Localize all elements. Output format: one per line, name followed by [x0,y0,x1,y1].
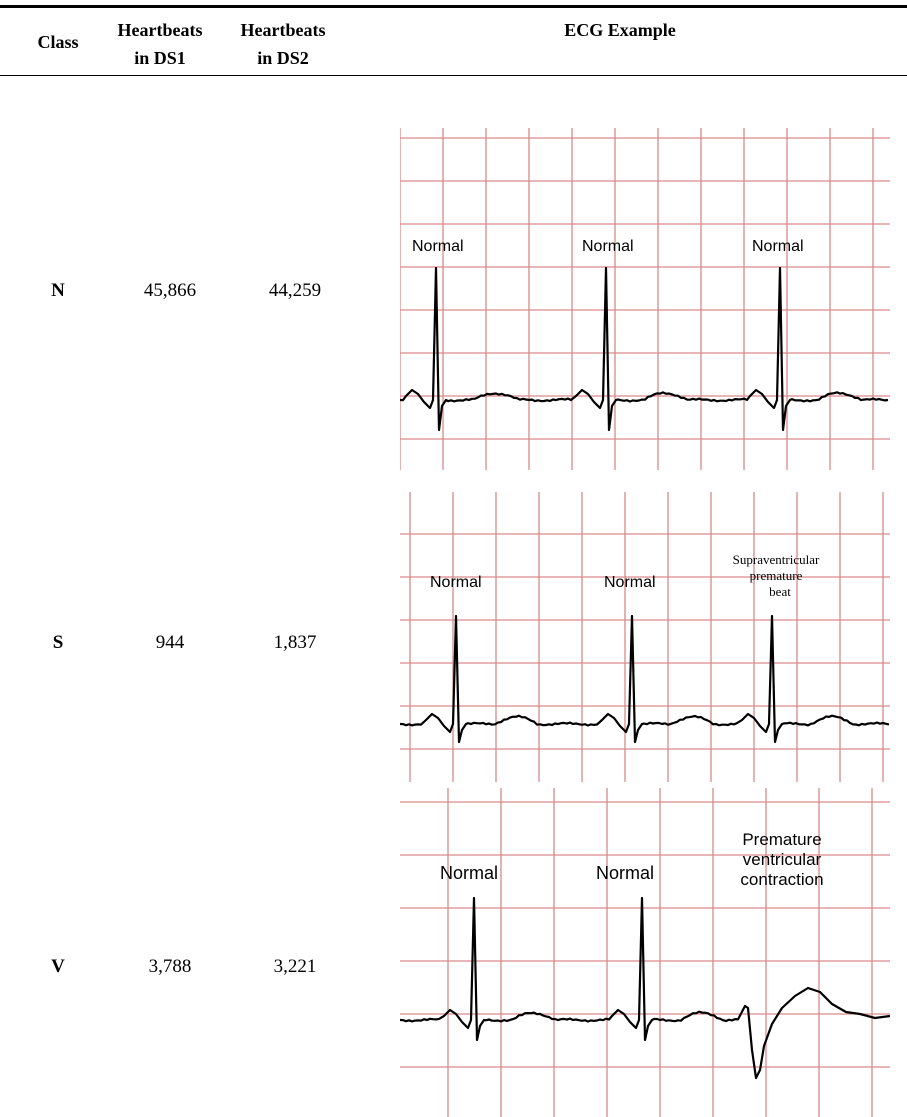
row-n-ds1: 45,866 [143,280,197,301]
header-ds2: Heartbeats in DS2 [228,16,338,72]
ecg-s-label-5: beat [769,584,791,599]
row-n-ds2: 44,259 [268,280,322,301]
ecg-s-label-2: Normal [604,574,656,591]
table-top-rule [0,5,907,8]
ecg-trace-v [400,896,890,1080]
ecg-n-label-1: Normal [412,238,464,255]
ecg-trace-s [400,614,890,744]
header-ds2-line2: in DS2 [257,48,309,68]
row-v-ds1: 3,788 [148,956,192,977]
row-s-class: S [52,632,64,653]
header-ds1-line2: in DS1 [134,48,186,68]
header-class: Class [37,32,79,52]
ecg-strip-n: Normal Normal Normal [400,128,890,470]
header-ds1-line1: Heartbeats [117,20,203,40]
ecg-strip-s: Normal Normal Supraventricular premature… [400,492,890,782]
ecg-trace-n [400,266,889,432]
ecg-example-n: Normal Normal Normal [400,128,890,470]
header-ds1: Heartbeats in DS1 [100,16,220,72]
ecg-strip-v: Normal Normal Premature ventricular cont… [400,788,890,1117]
ecg-n-label-3: Normal [752,238,804,255]
ecg-s-label-4: premature [750,568,803,583]
row-s-ds2: 1,837 [273,632,317,653]
ecg-s-label-3: Supraventricular [733,552,820,567]
header-ds2-line1: Heartbeats [240,20,326,40]
ecg-v-label-4: ventricular [743,850,822,869]
table-header-rule [0,75,907,76]
ecg-v-label-3: Premature [742,830,821,849]
ecg-v-label-2: Normal [596,863,654,883]
ecg-example-v: Normal Normal Premature ventricular cont… [400,788,890,1117]
ecg-v-label-1: Normal [440,863,498,883]
row-s-ds1: 944 [155,632,185,653]
ecg-s-label-1: Normal [430,574,482,591]
ecg-v-label-5: contraction [740,870,823,889]
ecg-example-s: Normal Normal Supraventricular premature… [400,492,890,782]
header-ecg-example: ECG Example [564,20,676,40]
ecg-n-label-2: Normal [582,238,634,255]
row-v-class: V [51,956,65,977]
row-v-ds2: 3,221 [273,956,317,977]
row-n-class: N [51,280,65,301]
